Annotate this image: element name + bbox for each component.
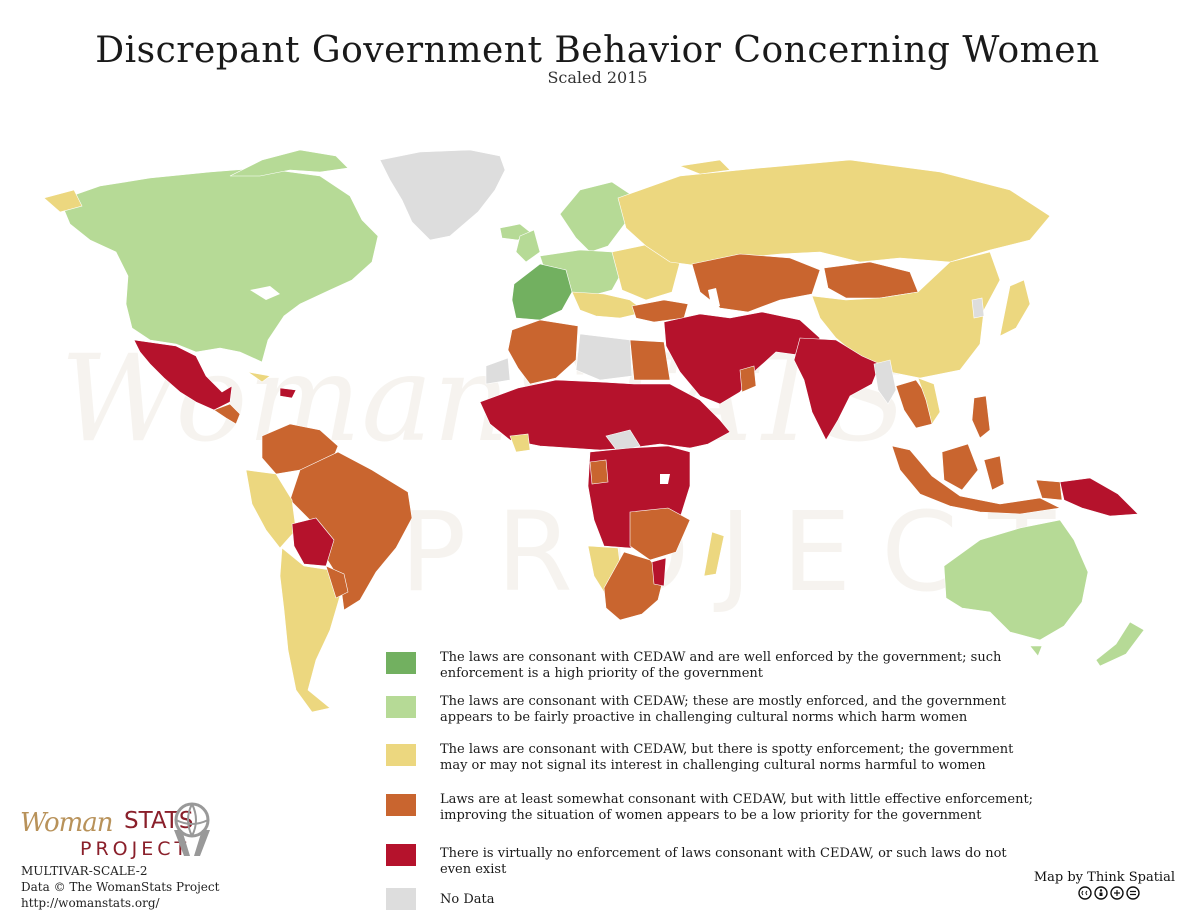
region-tasmania	[1029, 645, 1043, 657]
region-scandinavia	[559, 181, 631, 253]
legend-swatch-level5	[386, 844, 416, 866]
region-north-africa-orange	[507, 319, 579, 385]
region-arctic-islands	[229, 149, 349, 177]
region-alaska-east	[43, 189, 83, 213]
data-copyright: Data © The WomanStats Project	[21, 880, 220, 894]
legend-swatch-level3	[386, 744, 416, 766]
region-north-america	[59, 167, 379, 363]
region-haiti	[279, 387, 297, 399]
region-lake-victoria	[660, 474, 670, 484]
legend-label-level2: The laws are consonant with CEDAW; these…	[440, 694, 1006, 725]
region-borneo	[941, 443, 979, 491]
map-title: Discrepant Government Behavior Concernin…	[95, 30, 1100, 71]
legend-label-nodata: No Data	[440, 892, 495, 907]
region-sahel	[479, 379, 731, 451]
map-subtitle: Scaled 2015	[547, 68, 648, 87]
region-russia	[617, 159, 1051, 267]
source-url[interactable]: http://womanstats.org/	[21, 896, 160, 910]
region-caribbean	[247, 371, 271, 383]
region-southern-africa	[603, 551, 665, 621]
region-new-zealand	[1095, 621, 1145, 667]
region-oman	[739, 365, 757, 393]
region-france-spain	[511, 263, 573, 321]
legend-swatch-level1	[386, 652, 416, 674]
region-uk	[515, 229, 541, 263]
region-indonesia	[891, 445, 1061, 515]
brand-woman: Woman	[20, 808, 114, 838]
region-west-africa-yellow	[509, 433, 531, 453]
region-mongolia	[823, 261, 919, 299]
map-code: MULTIVAR-SCALE-2	[21, 864, 148, 878]
region-australia	[943, 519, 1089, 641]
region-central-african-nodata	[605, 429, 641, 453]
region-east-africa-orange	[629, 507, 691, 561]
region-southern-europe	[571, 291, 647, 319]
region-gabon	[589, 459, 609, 485]
region-western-sahara	[485, 357, 511, 385]
world-map: WomanSTATS PROJECT	[43, 149, 1145, 713]
region-egypt	[629, 339, 671, 381]
brand-project: PROJECT	[80, 838, 191, 860]
brand-stats: STATS	[124, 808, 194, 834]
region-sulawesi	[983, 455, 1005, 491]
legend-label-level5: There is virtually no enforcement of law…	[440, 846, 1007, 877]
legend-swatch-level2	[386, 696, 416, 718]
map-credit: Map by Think Spatial	[1033, 870, 1175, 885]
great-lakes	[250, 286, 280, 300]
region-middle-east	[663, 311, 821, 405]
region-mexico	[133, 339, 233, 411]
womanstats-logo: Woman STATS PROJECT	[20, 800, 260, 860]
region-russia-island	[678, 159, 731, 175]
legend-swatch-level4	[386, 794, 416, 816]
region-korea	[971, 297, 985, 319]
region-caspian	[708, 288, 720, 310]
region-mozambique	[651, 557, 667, 587]
region-japan	[999, 279, 1031, 337]
region-myanmar	[873, 359, 897, 405]
region-philippines	[971, 395, 991, 439]
region-libya	[575, 333, 633, 381]
region-west-papua	[1035, 479, 1063, 501]
legend-label-level3: The laws are consonant with CEDAW, but t…	[440, 742, 1014, 773]
legend-label-level4: Laws are at least somewhat consonant wit…	[440, 792, 1034, 823]
region-central-america	[213, 403, 241, 425]
region-india	[793, 337, 881, 441]
region-vietnam	[917, 377, 941, 425]
region-paraguay	[325, 565, 349, 599]
region-greenland	[379, 149, 506, 241]
legend-label-level1: The laws are consonant with CEDAW and ar…	[440, 650, 1002, 681]
globe-hands-icon	[174, 802, 210, 856]
region-madagascar	[703, 531, 725, 577]
region-peru-ecuador	[245, 469, 297, 549]
region-papua-new-guinea	[1059, 477, 1139, 517]
creative-commons-icon	[1078, 886, 1140, 900]
legend-swatch-nodata	[386, 888, 416, 910]
